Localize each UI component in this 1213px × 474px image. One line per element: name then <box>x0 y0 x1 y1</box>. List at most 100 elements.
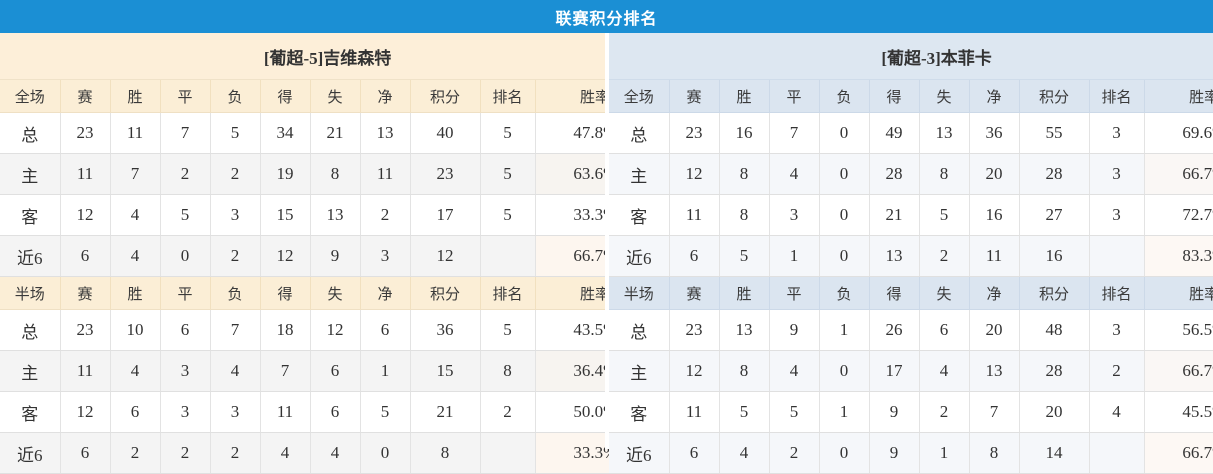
cell-loss: 1 <box>819 391 870 433</box>
cell-points: 40 <box>410 112 481 154</box>
cell-rank: 4 <box>1089 391 1145 433</box>
cell-draw: 7 <box>160 112 211 154</box>
cell-ga: 4 <box>919 350 970 392</box>
cell-draw: 3 <box>769 194 820 236</box>
cell-gd: 7 <box>969 391 1020 433</box>
cell-gf: 49 <box>869 112 920 154</box>
cell-rank: 3 <box>1089 112 1145 154</box>
cell-win: 16 <box>719 112 770 154</box>
cell-winrate: 45.5% <box>1144 391 1213 433</box>
cell-gf: 26 <box>869 309 920 351</box>
cell-ga: 8 <box>919 153 970 195</box>
cell-rank: 3 <box>1089 309 1145 351</box>
cell-ga: 6 <box>919 309 970 351</box>
cell-points: 55 <box>1019 112 1090 154</box>
cell-points: 15 <box>410 350 481 392</box>
row-label: 客 <box>609 391 670 433</box>
table-row[interactable]: 近6 6 4 0 2 12 9 3 12 66.7% <box>0 235 656 277</box>
panel-title-bar: 联赛积分排名 <box>0 0 1213 33</box>
column-header-1: 赛 <box>669 79 720 113</box>
cell-win: 5 <box>719 391 770 433</box>
cell-gf: 21 <box>869 194 920 236</box>
row-label: 总 <box>0 309 61 351</box>
cell-gd: 11 <box>969 235 1020 277</box>
team-stats-table: [葡超-3]本菲卡 全场赛胜平负得失净积分 排名 胜率总 23 16 7 0 49 13 36 55 3… <box>609 33 1213 474</box>
table-row[interactable]: 总 23 10 6 7 18 12 6 36 5 43.5% <box>0 309 656 351</box>
column-header-3: 平 <box>160 79 211 113</box>
cell-rank <box>1089 235 1145 277</box>
cell-points: 48 <box>1019 309 1090 351</box>
column-header-6: 失 <box>919 276 970 310</box>
cell-rank: 5 <box>480 194 536 236</box>
cell-rank: 2 <box>480 391 536 433</box>
cell-gf: 13 <box>869 235 920 277</box>
cell-gf: 15 <box>260 194 311 236</box>
cell-gd: 1 <box>360 350 411 392</box>
cell-gf: 7 <box>260 350 311 392</box>
cell-winrate: 69.6% <box>1144 112 1213 154</box>
cell-loss: 0 <box>819 350 870 392</box>
cell-played: 6 <box>669 235 720 277</box>
cell-points: 28 <box>1019 153 1090 195</box>
cell-played: 12 <box>669 153 720 195</box>
cell-rank: 3 <box>1089 153 1145 195</box>
team-name-row: [葡超-5]吉维森特 <box>0 33 656 80</box>
cell-gd: 0 <box>360 432 411 474</box>
cell-gd: 20 <box>969 309 1020 351</box>
cell-played: 23 <box>669 112 720 154</box>
column-header-1: 赛 <box>60 79 111 113</box>
column-header-0: 半场 <box>0 276 61 310</box>
cell-played: 11 <box>669 391 720 433</box>
cell-gd: 13 <box>360 112 411 154</box>
cell-rank: 5 <box>480 112 536 154</box>
column-header-5: 得 <box>260 79 311 113</box>
row-label: 客 <box>0 391 61 433</box>
cell-rank: 8 <box>480 350 536 392</box>
row-label: 近6 <box>0 235 61 277</box>
cell-loss: 3 <box>210 391 261 433</box>
cell-gd: 13 <box>969 350 1020 392</box>
cell-gd: 16 <box>969 194 1020 236</box>
cell-winrate: 66.7% <box>1144 153 1213 195</box>
cell-draw: 4 <box>769 153 820 195</box>
column-header-6: 失 <box>310 276 361 310</box>
cell-win: 4 <box>110 235 161 277</box>
cell-ga: 2 <box>919 235 970 277</box>
column-header-2: 胜 <box>719 276 770 310</box>
cell-points: 16 <box>1019 235 1090 277</box>
column-header-9: 排名 <box>480 276 536 310</box>
table-row[interactable]: 客 12 4 5 3 15 13 2 17 5 33.3% <box>0 194 656 236</box>
team-name-row: [葡超-3]本菲卡 <box>609 33 1213 80</box>
cell-gd: 2 <box>360 194 411 236</box>
table-row[interactable]: 主 11 4 3 4 7 6 1 15 8 36.4% <box>0 350 656 392</box>
cell-points: 36 <box>410 309 481 351</box>
cell-ga: 9 <box>310 235 361 277</box>
cell-draw: 7 <box>769 112 820 154</box>
section-header-row: 半场赛胜平负得失净积分 排名 胜率 <box>609 276 1213 310</box>
column-header-2: 胜 <box>110 79 161 113</box>
table-row[interactable]: 总 23 11 7 5 34 21 13 40 5 47.8% <box>0 112 656 154</box>
table-row[interactable]: 主 11 7 2 2 19 8 11 23 5 63.6% <box>0 153 656 195</box>
row-label: 总 <box>609 112 670 154</box>
table-row[interactable]: 客 12 6 3 3 11 6 5 21 2 50.0% <box>0 391 656 433</box>
column-header-3: 平 <box>769 276 820 310</box>
cell-gf: 28 <box>869 153 920 195</box>
cell-rank <box>1089 432 1145 474</box>
column-header-3: 平 <box>160 276 211 310</box>
cell-ga: 13 <box>919 112 970 154</box>
cell-ga: 12 <box>310 309 361 351</box>
cell-rank: 3 <box>1089 194 1145 236</box>
cell-gf: 11 <box>260 391 311 433</box>
column-header-8: 积分 <box>1019 276 1090 310</box>
column-header-8: 积分 <box>1019 79 1090 113</box>
column-header-5: 得 <box>260 276 311 310</box>
table-row[interactable]: 近6 6 2 2 2 4 4 0 8 33.3% <box>0 432 656 474</box>
